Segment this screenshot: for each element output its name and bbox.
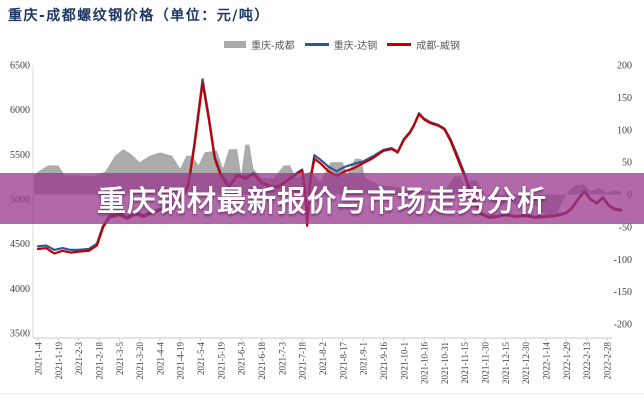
x-axis-label: 2021-4-4 (155, 342, 165, 375)
x-axis-label: 2021-10-16 (420, 342, 430, 384)
left-axis-label: 6500 (10, 61, 30, 72)
x-axis-label: 2021-1-19 (54, 342, 64, 380)
right-axis-label: -150 (614, 287, 632, 298)
x-axis-label: 2021-12-15 (501, 342, 511, 384)
left-axis-label: 3500 (10, 329, 30, 340)
right-axis-label: -50 (619, 222, 632, 233)
headline-banner: 重庆钢材最新报价与市场走势分析 (0, 173, 644, 224)
left-axis-label: 4500 (10, 239, 30, 250)
right-axis-label: 50 (622, 158, 632, 169)
legend-swatch-area (224, 41, 247, 48)
x-axis-label: 2021-5-4 (196, 342, 206, 375)
legend-item-1[interactable]: 重庆-达钢 (304, 37, 378, 52)
left-axis-label: 5500 (10, 150, 30, 161)
x-axis-label: 2022-1-14 (542, 342, 552, 380)
x-axis-label: 2021-3-5 (115, 342, 125, 375)
x-axis-label: 2021-7-18 (298, 342, 308, 380)
x-axis-label: 2021-7-3 (277, 342, 287, 375)
x-axis-label: 2021-5-19 (216, 342, 226, 380)
chart-legend: 重庆-成都 重庆-达钢 成都-威钢 (20, 37, 644, 52)
x-axis-label: 2021-9-16 (379, 342, 389, 380)
left-axis-label: 6000 (10, 105, 30, 116)
legend-item-2[interactable]: 成都-威钢 (387, 37, 460, 52)
chart-title: 重庆-成都螺纹钢价格（单位：元/吨） (8, 8, 270, 24)
legend-swatch-line (304, 43, 329, 46)
left-axis-label: 4000 (10, 284, 30, 295)
x-axis-label: 2021-11-15 (460, 342, 470, 384)
x-axis-label: 2021-2-18 (94, 342, 104, 380)
x-axis-label: 2021-3-20 (135, 342, 145, 380)
headline-text: 重庆钢材最新报价与市场走势分析 (96, 183, 547, 218)
x-axis-label: 2021-8-2 (318, 342, 328, 375)
legend-label: 重庆-成都 (251, 41, 295, 52)
legend-swatch-line (387, 43, 412, 46)
right-axis-label: 100 (617, 125, 632, 136)
legend-label: 重庆-达钢 (333, 41, 378, 52)
x-axis-label: 2021-9-1 (359, 342, 369, 375)
x-axis-label: 2022-2-28 (602, 342, 612, 380)
legend-label: 成都-威钢 (416, 41, 460, 52)
x-axis-label: 2021-2-3 (74, 342, 84, 375)
x-axis-label: 2021-10-1 (399, 342, 409, 380)
right-axis-label: 200 (617, 61, 632, 72)
x-axis-label: 2022-2-13 (582, 342, 592, 380)
right-axis-label: -100 (614, 255, 632, 266)
x-axis-label: 2021-4-19 (176, 342, 186, 380)
x-axis-label: 2021-6-18 (257, 342, 267, 380)
x-axis-label: 2021-8-17 (338, 342, 348, 380)
right-axis-label: 150 (617, 93, 632, 104)
x-axis-label: 2021-11-30 (481, 342, 491, 384)
x-axis-label: 2021-1-4 (34, 342, 44, 375)
legend-item-0[interactable]: 重庆-成都 (224, 37, 295, 52)
x-axis-label: 2021-12-30 (521, 342, 531, 384)
x-axis-label: 2021-6-3 (237, 342, 247, 375)
right-axis-label: -200 (614, 320, 632, 331)
x-axis-label: 2021-10-31 (440, 342, 450, 384)
x-axis-label: 2022-1-29 (562, 342, 572, 380)
